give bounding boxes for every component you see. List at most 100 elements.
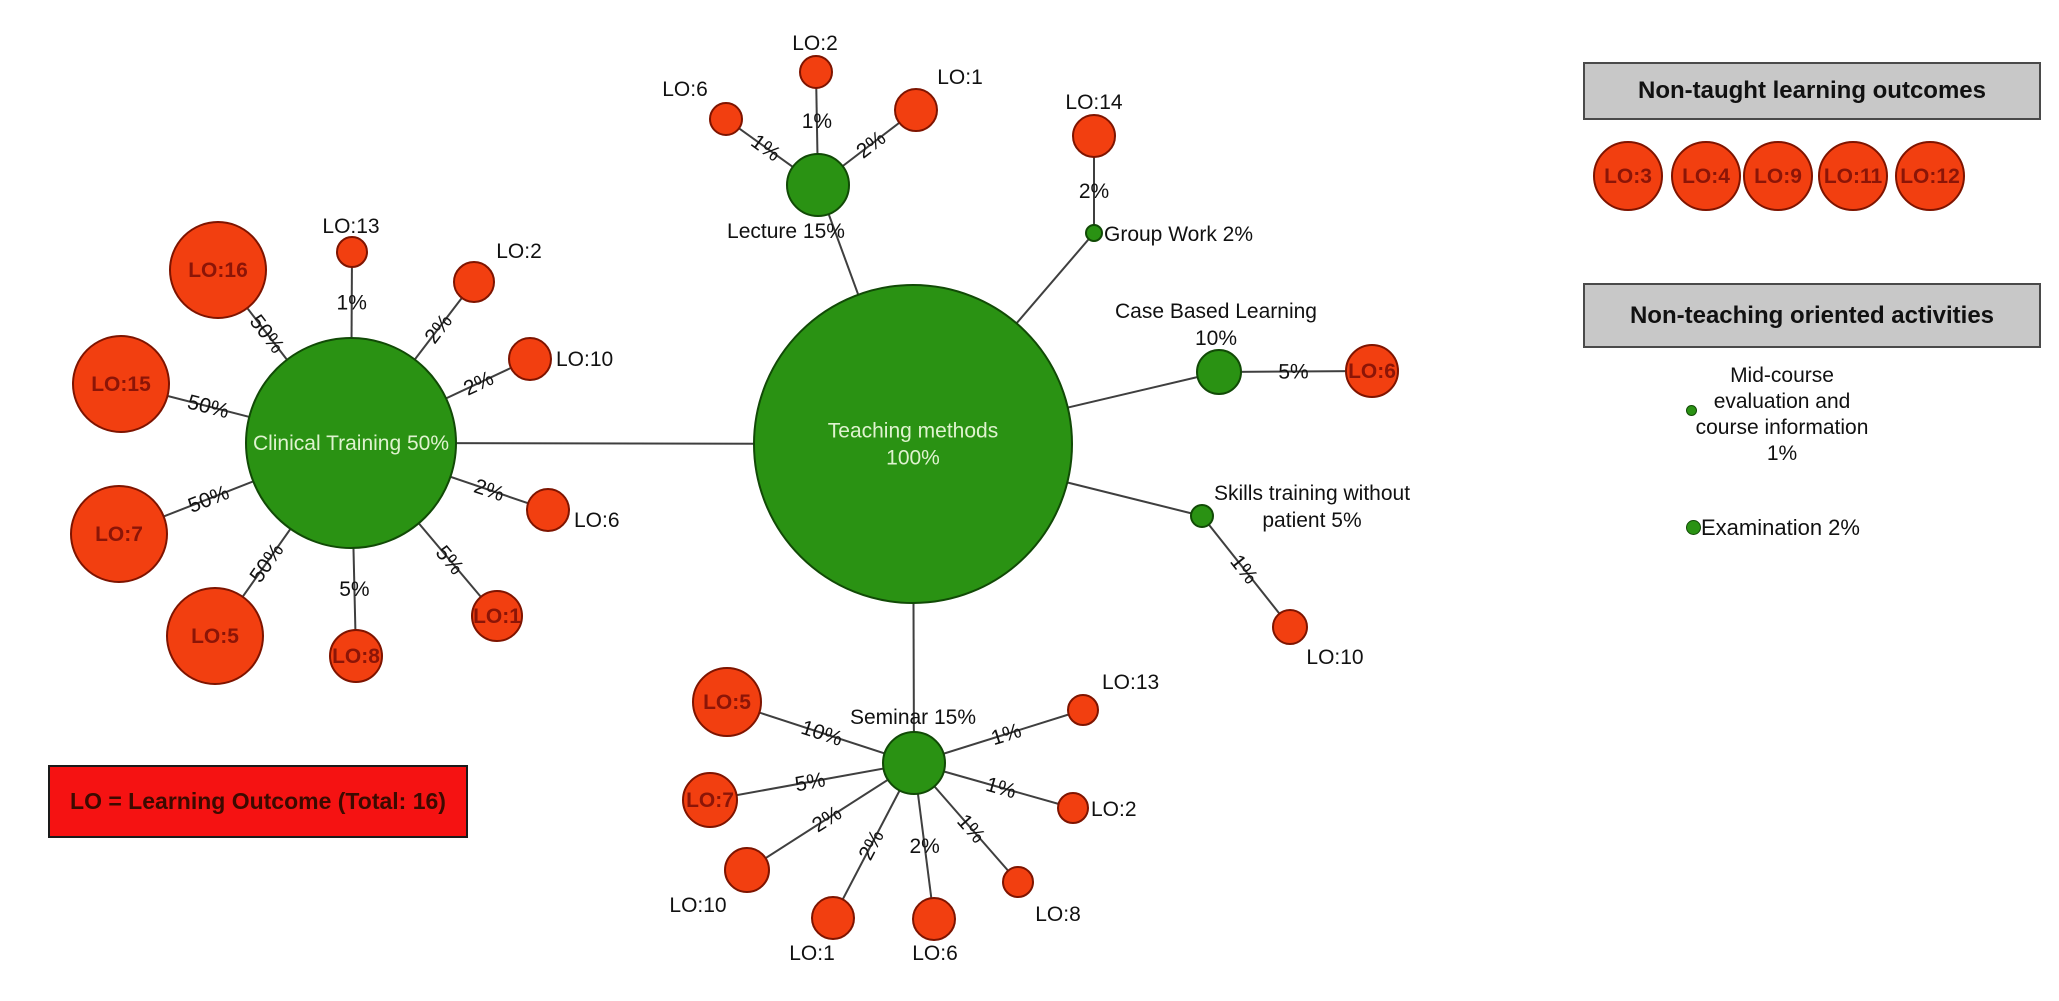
node-lo2c-label: LO:2 xyxy=(1091,798,1137,821)
edge-label-skills-lo10c: 1% xyxy=(1225,550,1262,588)
node-lo6d-label: LO:6 xyxy=(912,942,958,965)
node-lo16-label: LO:16 xyxy=(188,259,248,282)
node-lo10b-circle xyxy=(724,847,770,893)
node-lo9-label: LO:9 xyxy=(1754,165,1802,188)
node-lo7a-circle xyxy=(70,485,168,583)
midcourse-evaluation-label: Mid-course evaluation and course informa… xyxy=(1695,364,1869,465)
examination-dot-icon xyxy=(1686,520,1701,535)
edge-skills-lo10c xyxy=(1201,515,1291,628)
node-lo3-circle xyxy=(1593,141,1663,211)
node-lo9-circle xyxy=(1743,141,1813,211)
node-lo1a-label: LO:1 xyxy=(473,605,521,628)
node-lo1b-circle xyxy=(894,88,938,132)
edge-label-lecture-lo1b: 2% xyxy=(852,127,890,164)
node-lo3-label: LO:3 xyxy=(1604,165,1652,188)
edge-label-lecture-lo6b: 1% xyxy=(747,130,785,166)
node-lo5a-circle xyxy=(166,587,264,685)
node-lo15-circle xyxy=(72,335,170,433)
midcourse-evaluation-dot-icon xyxy=(1686,405,1697,416)
edge-label-ct-lo2a: 2% xyxy=(420,310,457,348)
edge-label-ct-lo8a: 5% xyxy=(339,578,369,601)
node-groupwork-circle xyxy=(1085,224,1103,242)
node-skills-circle xyxy=(1190,504,1214,528)
node-lo4-circle xyxy=(1671,141,1741,211)
edge-label-seminar-lo7b: 5% xyxy=(793,768,827,796)
node-lo14-label: LO:14 xyxy=(1065,91,1123,114)
node-lo10a-label: LO:10 xyxy=(556,348,613,371)
node-lo1c-label: LO:1 xyxy=(789,942,835,965)
node-lo11-label: LO:11 xyxy=(1824,165,1883,188)
node-lo10c-label: LO:10 xyxy=(1306,646,1363,669)
node-lecture-circle xyxy=(786,153,850,217)
edge-label-cbl-lo6c: 5% xyxy=(1278,360,1309,383)
node-lo10b-label: LO:10 xyxy=(669,894,726,917)
node-ct-circle xyxy=(245,337,457,549)
edge-seminar-lo7b xyxy=(709,762,915,801)
edge-label-seminar-lo5b: 10% xyxy=(798,716,845,751)
node-ct-label: Clinical Training 50% xyxy=(253,432,449,455)
node-lo2b-label: LO:2 xyxy=(792,32,838,55)
examination-label: Examination 2% xyxy=(1701,515,1860,540)
node-lo5b-label: LO:5 xyxy=(703,691,751,714)
node-lo6a-label: LO:6 xyxy=(574,509,620,532)
node-lo1b-label: LO:1 xyxy=(937,66,983,89)
non-taught-outcomes-header: Non-taught learning outcomes xyxy=(1583,62,2041,120)
node-seminar-label: Seminar 15% xyxy=(850,706,976,729)
edge-label-ct-lo10a: 2% xyxy=(460,367,497,401)
node-lo13b-circle xyxy=(1067,694,1099,726)
node-lo15-label: LO:15 xyxy=(91,373,151,396)
node-groupwork-label: Group Work 2% xyxy=(1104,223,1253,246)
node-lo8b-label: LO:8 xyxy=(1035,903,1081,926)
edge-label-groupwork-lo14: 2% xyxy=(1079,180,1109,203)
node-lo1c-circle xyxy=(811,896,855,940)
node-lo13a-circle xyxy=(336,236,368,268)
node-lo6c-label: LO:6 xyxy=(1348,360,1396,383)
node-lo6c-circle xyxy=(1345,344,1399,398)
edge-label-ct-lo13a: 1% xyxy=(337,292,367,315)
node-lo5b-circle xyxy=(692,667,762,737)
edge-label-ct-lo16: 50% xyxy=(245,311,289,358)
node-lo5a-label: LO:5 xyxy=(191,625,239,648)
edge-seminar-lo10b xyxy=(746,762,915,871)
node-cbl-circle xyxy=(1196,349,1242,395)
non-teaching-activities-header: Non-teaching oriented activities xyxy=(1583,283,2041,348)
edge-label-ct-lo7a: 50% xyxy=(185,481,233,518)
node-lo16-circle xyxy=(169,221,267,319)
edge-label-ct-lo5a: 50% xyxy=(245,539,288,587)
node-lo8b-circle xyxy=(1002,866,1034,898)
edge-label-ct-lo6a: 2% xyxy=(471,475,507,507)
node-cbl-label: Case Based Learning xyxy=(1115,300,1317,323)
node-lo7b-label: LO:7 xyxy=(686,789,734,812)
node-lo7b-circle xyxy=(682,772,738,828)
node-lo13b-label: LO:13 xyxy=(1102,671,1159,694)
node-lo6b-label: LO:6 xyxy=(662,78,708,101)
non-taught-outcomes-title: Non-taught learning outcomes xyxy=(1638,77,1986,104)
node-lo6d-circle xyxy=(912,897,956,941)
node-lo12-label: LO:12 xyxy=(1900,165,1960,188)
node-lo11-circle xyxy=(1818,141,1888,211)
node-lo10a-circle xyxy=(508,337,552,381)
node-tm-label: 100% xyxy=(886,447,940,470)
node-lo2c-circle xyxy=(1057,792,1089,824)
node-lo7a-label: LO:7 xyxy=(95,523,143,546)
non-teaching-activities-title: Non-teaching oriented activities xyxy=(1629,301,1995,329)
node-lo10c-circle xyxy=(1272,609,1308,645)
legend-text: LO = Learning Outcome (Total: 16) xyxy=(70,788,446,814)
node-lo2b-circle xyxy=(799,55,833,89)
node-cbl-label: 10% xyxy=(1195,327,1237,350)
node-lo6a-circle xyxy=(526,488,570,532)
node-lo2a-circle xyxy=(453,261,495,303)
node-lo12-circle xyxy=(1895,141,1965,211)
node-seminar-circle xyxy=(882,731,946,795)
node-lo8a-label: LO:8 xyxy=(332,645,380,668)
node-lo13a-label: LO:13 xyxy=(322,215,379,238)
node-lo6b-circle xyxy=(709,102,743,136)
node-lo14-circle xyxy=(1072,114,1116,158)
edge-label-ct-lo15: 50% xyxy=(185,391,231,424)
edge-label-seminar-lo13b: 1% xyxy=(988,719,1024,750)
edge-label-seminar-lo6d: 2% xyxy=(909,835,939,858)
node-lo2a-label: LO:2 xyxy=(496,240,542,263)
node-lo4-label: LO:4 xyxy=(1682,165,1730,188)
node-lo1a-circle xyxy=(471,590,523,642)
